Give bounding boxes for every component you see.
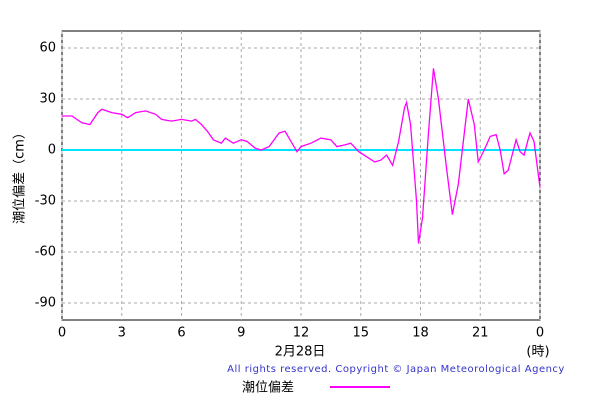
x-tick-label: 6 <box>177 326 185 341</box>
y-tick-label: -30 <box>35 194 56 209</box>
x-tick-label: 0 <box>536 326 544 341</box>
y-tick-label: 60 <box>39 41 56 56</box>
x-axis-label: 2月28日 <box>275 345 326 360</box>
x-tick-label: 0 <box>58 326 66 341</box>
data-line <box>62 68 541 244</box>
x-tick-label: 12 <box>293 326 310 341</box>
y-tick-label: -60 <box>35 245 56 260</box>
x-tick-label: 9 <box>237 326 245 341</box>
y-tick-label: 30 <box>39 92 56 107</box>
x-axis-unit: (時) <box>526 345 549 360</box>
y-tick-label: 0 <box>48 143 56 158</box>
y-axis-label: 潮位偏差（cm） <box>13 126 28 224</box>
x-tick-label: 21 <box>472 326 489 341</box>
x-tick-label: 15 <box>352 326 369 341</box>
y-tick-label: -90 <box>35 296 56 311</box>
copyright: All rights reserved. Copyright © Japan M… <box>227 364 565 375</box>
x-tick-label: 18 <box>412 326 429 341</box>
legend-label: 潮位偏差 <box>242 381 294 396</box>
x-tick-label: 3 <box>118 326 126 341</box>
